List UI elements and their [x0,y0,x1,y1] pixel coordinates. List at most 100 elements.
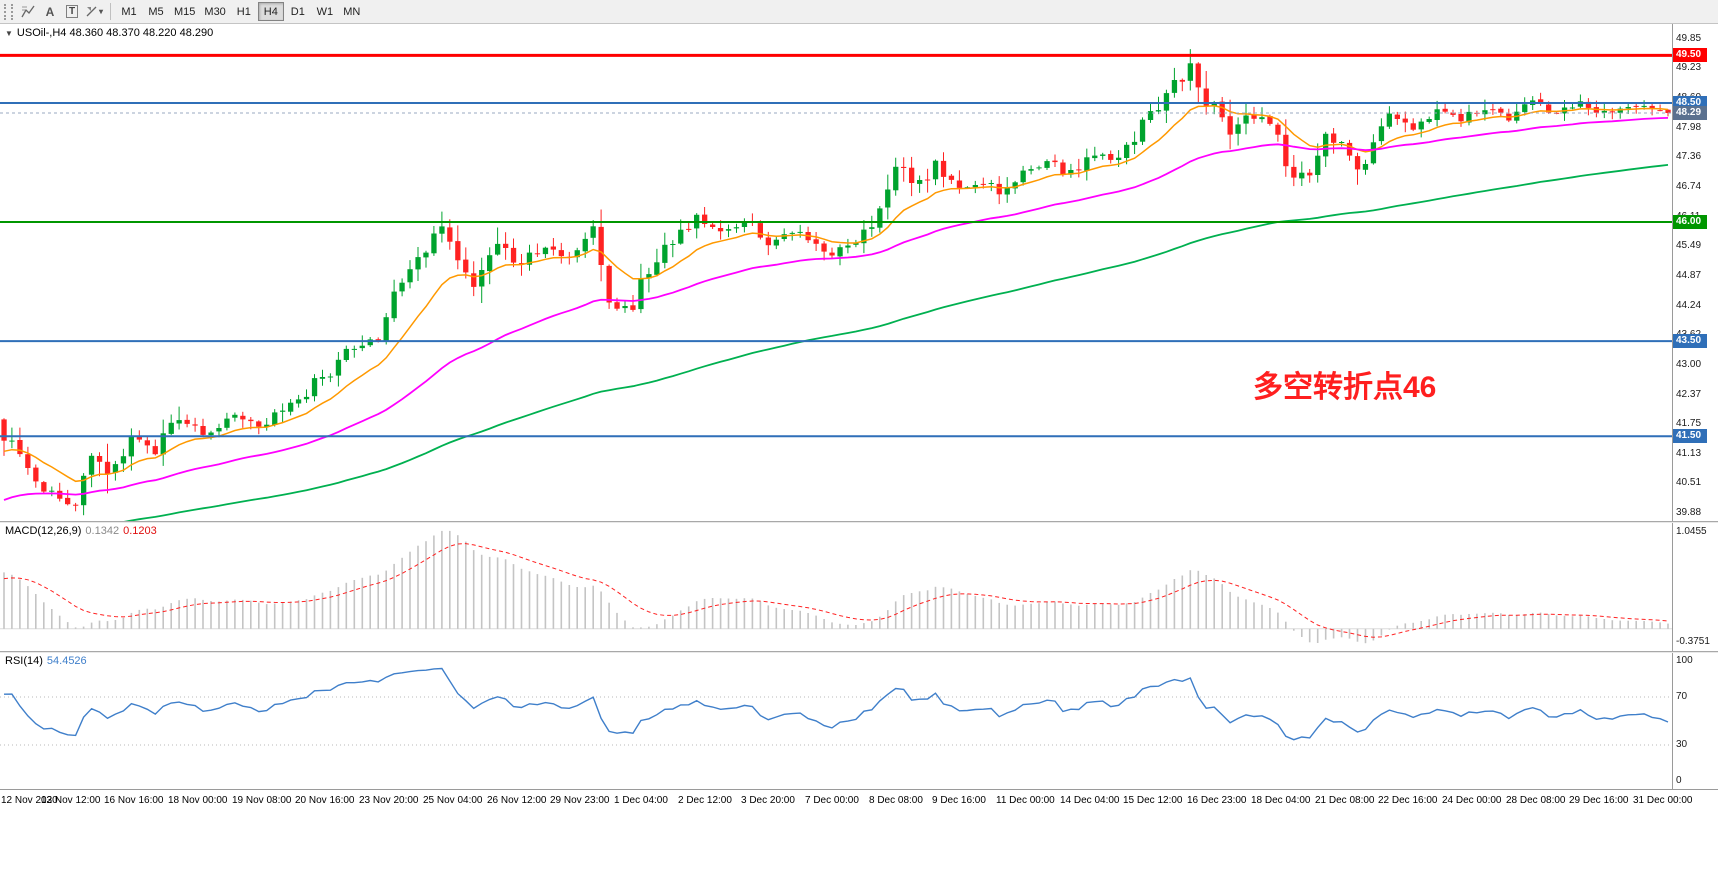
hline-price-badge: 43.50 [1673,334,1707,348]
rsi-axis-label: 30 [1676,739,1688,750]
time-label: 9 Dec 16:00 [932,795,986,806]
text-tool-icon[interactable]: T [62,2,82,22]
toolbar: A T ▾ M1 M5 M15 M30 H1 H4 D1 W1 MN [0,0,1718,24]
price-tick-label: 49.85 [1676,33,1702,44]
price-tick-label: 47.98 [1676,122,1702,133]
time-label: 20 Nov 16:00 [295,795,355,806]
tf-button-h4[interactable]: H4 [257,2,284,21]
macd-name: MACD(12,26,9) [5,525,82,537]
price-tick-label: 47.36 [1676,151,1702,162]
candlestick-svg[interactable] [0,24,1672,521]
time-label: 23 Nov 20:00 [359,795,419,806]
price-tick-label: 42.37 [1676,389,1702,400]
annotation-text: 多空转折点46 [1253,371,1437,404]
price-tick-label: 41.75 [1676,418,1702,429]
rsi-svg[interactable] [0,653,1672,789]
time-label: 1 Dec 04:00 [614,795,668,806]
rsi-axis[interactable]: 100 70 30 0 [1672,653,1718,789]
time-axis[interactable]: 12 Nov 2020 13 Nov 12:00 16 Nov 16:00 18 No… [0,789,1718,811]
chart-draw-glyph [20,5,35,18]
panel-separator[interactable] [0,651,1718,653]
time-label: 11 Dec 00:00 [996,795,1055,806]
macd-svg[interactable] [0,523,1672,651]
rsi-label: RSI(14) 54.4526 [5,655,87,667]
tf-button-h1[interactable]: H1 [236,5,251,18]
shapes-tool-icon[interactable]: ▾ [84,2,104,22]
macd-axis-min: -0.3751 [1676,636,1710,647]
price-tick-label: 39.88 [1676,507,1702,518]
hline-price-badge: 46.00 [1673,215,1707,229]
time-label: 21 Dec 08:00 [1315,795,1375,806]
time-label: 3 Dec 20:00 [741,795,795,806]
ohlc-text: USOil-,H4 48.360 48.370 48.220 48.290 [16,27,214,39]
price-axis[interactable]: 49.8549.2348.6047.9847.3646.7446.1145.49… [1672,24,1718,521]
time-label: 31 Dec 00:00 [1633,795,1693,806]
time-label: 25 Nov 04:00 [423,795,483,806]
chart-draw-icon[interactable] [18,2,38,22]
panel-separator[interactable] [0,521,1718,523]
rsi-axis-label: 100 [1676,655,1693,666]
time-label: 13 Nov 12:00 [41,795,101,806]
rsi-axis-label: 70 [1676,691,1688,702]
tf-button-m5[interactable]: M5 [148,5,164,18]
time-label: 22 Dec 16:00 [1378,795,1438,806]
candles [1,49,1671,516]
tf-button-d1[interactable]: D1 [290,5,305,18]
time-label: 19 Nov 08:00 [232,795,292,806]
tf-button-mn[interactable]: MN [343,5,361,18]
time-label: 26 Nov 12:00 [487,795,547,806]
tf-button-w1[interactable]: W1 [316,5,334,18]
time-label: 16 Dec 23:00 [1187,795,1247,806]
time-label: 12 Nov 2020 [1,795,58,806]
time-label: 29 Dec 16:00 [1569,795,1629,806]
text-label-icon[interactable]: A [40,2,60,22]
price-tick-label: 45.49 [1676,240,1702,251]
toolbar-grip[interactable] [4,3,13,20]
macd-panel[interactable]: MACD(12,26,9) 0.1342 0.1203 [0,523,1672,651]
price-tick-label: 41.13 [1676,448,1702,459]
tf-button-m30[interactable]: M30 [204,5,226,18]
macd-signal-value: 0.1203 [123,525,157,537]
collapse-triangle-icon[interactable]: ▼ [5,29,13,38]
rsi-value: 54.4526 [46,655,87,667]
tf-button-m1[interactable]: M1 [121,5,137,18]
bottom-filler [0,811,1718,890]
price-chart[interactable]: ▼ USOil-,H4 48.360 48.370 48.220 48.290 多… [0,24,1672,521]
time-label: 8 Dec 08:00 [869,795,923,806]
rsi-level-lines [0,696,1672,746]
tf-button-m15[interactable]: M15 [174,5,196,18]
price-tick-label: 49.23 [1676,62,1702,73]
current-price-badge: 48.29 [1673,106,1707,120]
price-tick-label: 43.00 [1676,359,1702,370]
time-label: 18 Nov 00:00 [168,795,228,806]
rsi-name: RSI(14) [5,655,43,667]
macd-label: MACD(12,26,9) 0.1342 0.1203 [5,525,157,537]
time-label: 2 Dec 12:00 [678,795,732,806]
macd-main-value: 0.1342 [85,525,120,537]
shapes-glyph [86,6,97,17]
time-label: 7 Dec 00:00 [805,795,859,806]
macd-axis[interactable]: 1.0455 -0.3751 [1672,523,1718,651]
time-label: 29 Nov 23:00 [550,795,610,806]
time-label: 16 Nov 16:00 [104,795,164,806]
price-tick-label: 40.51 [1676,477,1702,488]
hline-price-badge: 49.50 [1673,48,1707,62]
time-label: 24 Dec 00:00 [1442,795,1502,806]
macd-axis-max: 1.0455 [1676,526,1707,537]
time-label: 14 Dec 04:00 [1060,795,1120,806]
horizontal-level-lines[interactable] [0,53,1672,438]
macd-histogram [3,530,1669,644]
rsi-panel[interactable]: RSI(14) 54.4526 [0,653,1672,789]
ohlc-header: ▼ USOil-,H4 48.360 48.370 48.220 48.290 [5,27,213,39]
rsi-axis-label: 0 [1676,775,1682,786]
timeframe-bar: M1 M5 M15 M30 H1 H4 D1 W1 MN [116,2,365,21]
text-tool-glyph: T [65,5,79,18]
price-tick-label: 44.24 [1676,300,1702,311]
ma-lines [3,105,1669,521]
time-label: 28 Dec 08:00 [1506,795,1566,806]
dropdown-caret-icon[interactable]: ▾ [98,7,103,16]
price-tick-label: 46.74 [1676,181,1702,192]
macd-signal-line [3,543,1669,638]
text-label-glyph: A [45,4,55,19]
